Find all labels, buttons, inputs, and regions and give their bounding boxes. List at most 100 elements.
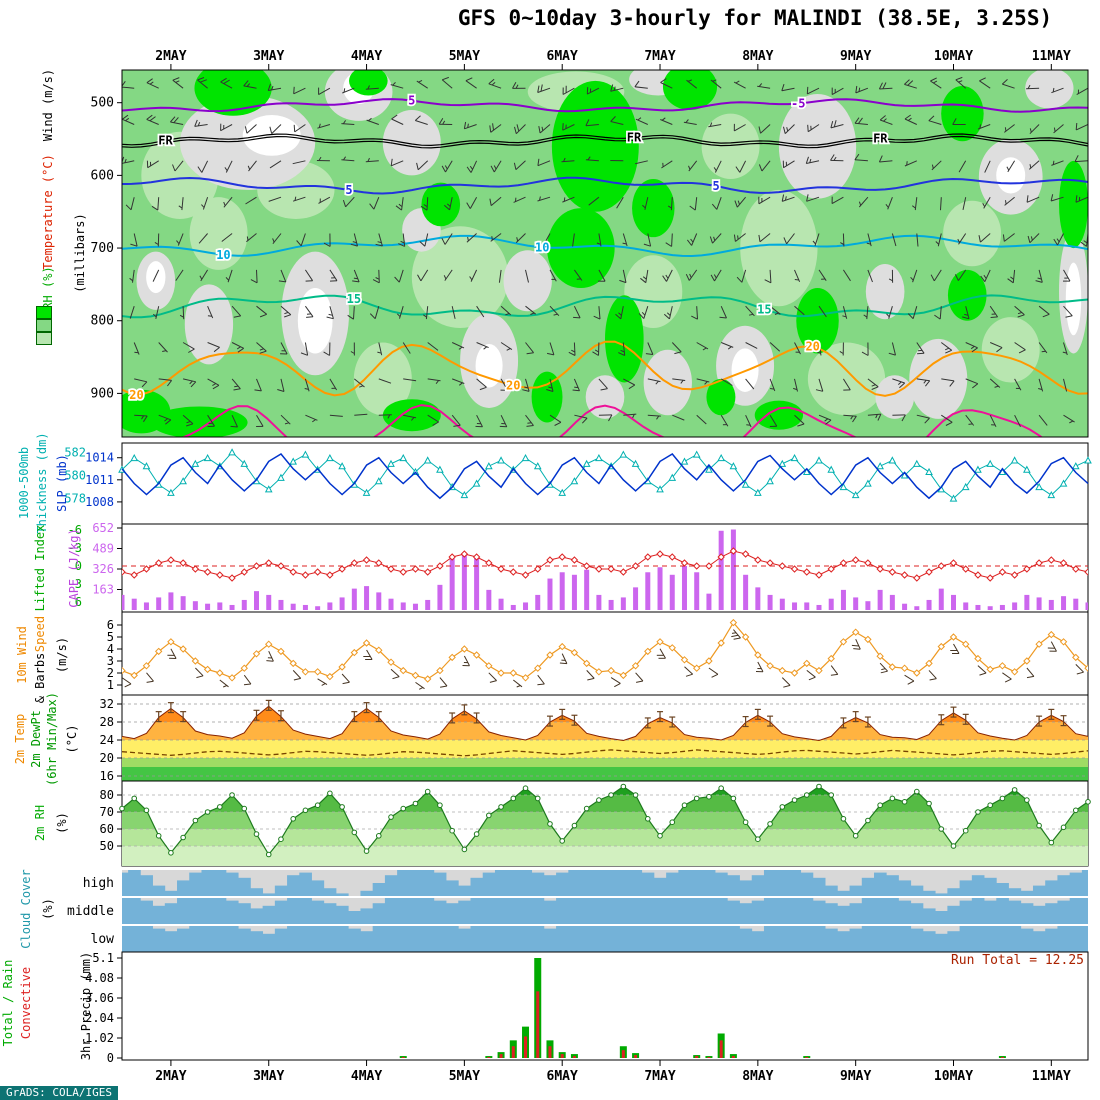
svg-text:8MAY: 8MAY [742,1069,773,1084]
y-axis-label-2m-rh: 2m RH [33,804,47,842]
svg-text:-3: -3 [68,541,82,555]
dewpoint-line [121,749,1089,757]
run-total-label: Run Total = 12.25 [951,953,1084,968]
contour-FR [122,133,1088,147]
svg-text:2MAY: 2MAY [155,1069,186,1084]
svg-text:24: 24 [100,733,114,747]
cape-li-panel [122,529,1088,610]
y-axis-label-cape: CAPE (J/kg) [67,528,81,608]
contour-20 [122,340,1088,397]
svg-text:2.04: 2.04 [85,1011,114,1025]
y-axis-label-total-rain: Total / Rain [1,959,15,1047]
svg-text:5MAY: 5MAY [449,49,480,64]
rh-legend-swatch-pale [36,332,52,345]
svg-text:60: 60 [100,822,114,836]
svg-text:0: 0 [75,559,82,573]
y-axis-label-temperature: Temperature (°C) [41,154,55,270]
svg-text:28: 28 [100,715,114,729]
y-axis-label-speed: Speed [33,615,47,653]
contour-10 [122,234,1088,258]
svg-text:580: 580 [64,468,86,482]
y-axis-label-2m-dewpt: 2m DewPt [29,710,43,768]
svg-text:5MAY: 5MAY [449,1069,480,1084]
svg-text:652: 652 [92,521,114,535]
svg-text:15: 15 [757,302,771,316]
y-axis-label-thickness-1: 1000-500mb [17,446,31,520]
svg-text:low: low [91,932,115,947]
rh-line [121,785,1089,856]
svg-text:16: 16 [100,769,114,783]
svg-text:3: 3 [75,577,82,591]
svg-text:FR: FR [158,133,173,147]
page-title: GFS 0~10day 3-hourly for MALINDI (38.5E,… [457,6,1053,30]
svg-text:FR: FR [627,131,642,145]
svg-text:32: 32 [100,697,114,711]
rh-legend-swatch-bright [36,306,52,319]
svg-text:high: high [83,876,114,891]
svg-text:3.06: 3.06 [85,991,114,1005]
svg-text:700: 700 [91,241,114,256]
svg-text:7MAY: 7MAY [644,1069,675,1084]
temp-line [121,705,1089,742]
svg-text:middle: middle [67,904,114,919]
svg-text:-5: -5 [791,97,805,111]
y-axis-label-slp: SLP (mb) [55,454,69,512]
svg-text:10MAY: 10MAY [934,1069,973,1084]
svg-text:600: 600 [91,168,114,183]
svg-text:11MAY: 11MAY [1032,1069,1071,1084]
svg-text:4MAY: 4MAY [351,1069,382,1084]
svg-text:6MAY: 6MAY [547,1069,578,1084]
svg-text:20: 20 [506,378,520,392]
svg-text:15: 15 [347,292,361,306]
svg-text:578: 578 [64,492,86,506]
y-axis-label-cloud-pct: (%) [41,898,55,920]
svg-text:11MAY: 11MAY [1032,49,1071,64]
svg-text:0: 0 [107,1051,114,1065]
svg-text:6: 6 [75,595,82,609]
svg-text:5.1: 5.1 [92,951,114,965]
svg-text:5: 5 [408,94,415,108]
svg-text:4.08: 4.08 [85,971,114,985]
y-axis-label-degc: (°C) [65,724,79,754]
svg-text:5: 5 [107,630,114,644]
contour-15 [122,294,1088,319]
upper-air-panel: 5 -5 FR FR FR 5 5 10 10 15 15 20 20 20 [122,70,1088,437]
svg-text:20: 20 [100,751,114,765]
precip-panel [399,957,1006,1058]
svg-text:80: 80 [100,788,114,802]
svg-text:5: 5 [712,179,719,193]
contour--5 [122,98,1088,113]
svg-text:-6: -6 [68,523,82,537]
svg-text:10: 10 [535,240,549,254]
svg-text:2: 2 [107,666,114,680]
svg-text:FR: FR [873,132,888,146]
svg-text:900: 900 [91,386,114,401]
svg-text:3: 3 [107,654,114,668]
rh2m-panel [119,783,1091,866]
y-axis-label-ms: (m/s) [55,636,69,674]
svg-text:4MAY: 4MAY [351,49,382,64]
svg-text:326: 326 [92,562,114,576]
svg-text:10MAY: 10MAY [934,49,973,64]
svg-text:70: 70 [100,805,114,819]
svg-text:1008: 1008 [85,495,114,509]
y-axis-label-3hr-precip: 3hr Precip (mm) [79,951,93,1061]
y-axis-label-thickness-2: Thickness (dm) [35,432,49,534]
svg-text:20: 20 [805,340,819,354]
svg-text:3MAY: 3MAY [253,49,284,64]
y-axis-label-wind: Wind (m/s) [41,68,55,142]
rh-shading-legend [36,306,52,345]
temp2m-panel [121,699,1089,781]
contour-5 [122,176,1088,195]
svg-text:3MAY: 3MAY [253,1069,284,1084]
svg-text:9MAY: 9MAY [840,49,871,64]
svg-text:800: 800 [91,314,114,329]
svg-text:1: 1 [107,678,114,692]
svg-text:20: 20 [129,388,143,402]
grads-credit: GrADS: COLA/IGES [0,1086,118,1100]
svg-text:6: 6 [107,618,114,632]
svg-text:500: 500 [91,96,114,111]
y-axis-label-2m-temp: 2m Temp [13,713,27,765]
svg-text:1014: 1014 [85,451,114,465]
svg-text:582: 582 [64,445,86,459]
